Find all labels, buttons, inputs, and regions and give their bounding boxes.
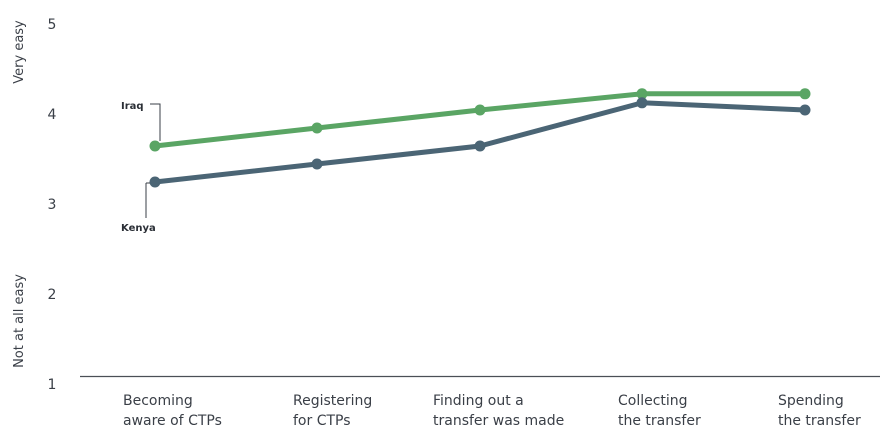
data-point-kenya-3 <box>636 97 648 109</box>
y-tick-label-1: 1 <box>48 377 57 393</box>
series-label-kenya-group: Kenya <box>121 182 156 234</box>
x-category-label-2-line-1: Finding out a <box>433 393 524 409</box>
data-point-kenya-1 <box>311 158 323 170</box>
x-category-label-3: Collecting the transfer <box>618 393 701 429</box>
data-point-kenya-2 <box>474 140 486 152</box>
data-point-iraq-4 <box>799 88 811 100</box>
x-category-label-4-line-1: Spending <box>778 393 844 409</box>
x-category-label-4-line-2: the transfer <box>778 413 861 429</box>
series-label-kenya: Kenya <box>121 223 156 234</box>
y-tick-label-2: 2 <box>48 287 57 303</box>
series-label-iraq-leader <box>150 103 161 141</box>
x-category-label-0: Becoming aware of CTPs <box>123 393 222 429</box>
y-side-label-bottom: Not at all easy <box>12 274 27 368</box>
series-label-iraq: Iraq <box>121 101 144 112</box>
x-category-label-3-line-2: the transfer <box>618 413 701 429</box>
series-layer <box>149 88 811 188</box>
x-category-label-1-line-1: Registering <box>293 393 372 409</box>
x-category-labels: Becoming aware of CTPs Registering for C… <box>123 393 861 429</box>
data-point-kenya-0 <box>149 176 161 188</box>
series-line-iraq <box>152 91 808 149</box>
data-point-kenya-4 <box>799 104 811 116</box>
y-side-label-top: Very easy <box>12 20 27 84</box>
x-category-label-2-line-2: transfer was made <box>433 413 564 429</box>
y-tick-label-3: 3 <box>48 197 57 213</box>
x-category-label-1-line-2: for CTPs <box>293 413 351 429</box>
data-point-iraq-1 <box>311 122 323 134</box>
x-category-label-3-line-1: Collecting <box>618 393 688 409</box>
y-tick-label-4: 4 <box>48 107 57 123</box>
x-category-label-1: Registering for CTPs <box>293 393 377 429</box>
data-point-iraq-0 <box>149 140 161 152</box>
y-tick-labels: 1 2 3 4 5 <box>48 17 57 393</box>
x-category-label-0-line-1: Becoming <box>123 393 193 409</box>
series-label-iraq-group: Iraq <box>121 101 161 141</box>
x-category-label-2: Finding out a transfer was made <box>433 393 564 429</box>
x-category-label-4: Spending the transfer <box>778 393 861 429</box>
data-point-iraq-2 <box>474 104 486 116</box>
x-category-label-0-line-2: aware of CTPs <box>123 413 222 429</box>
data-point-iraq-3 <box>636 88 648 100</box>
y-tick-label-5: 5 <box>48 17 57 33</box>
